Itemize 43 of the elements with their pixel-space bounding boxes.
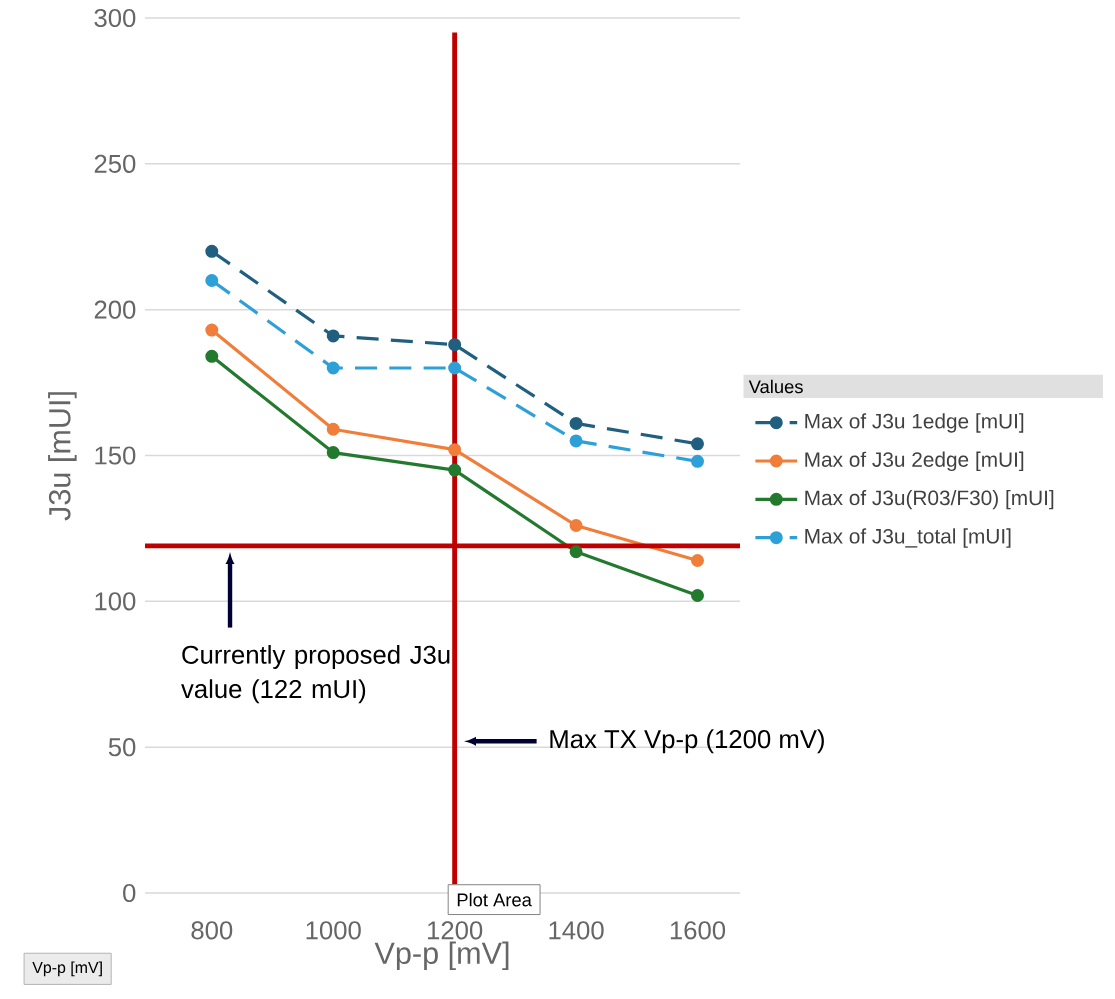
legend-label: Max of J3u 1edge [mUI]	[805, 413, 1024, 433]
point	[569, 434, 583, 448]
x-tick-label: 1600	[670, 921, 726, 940]
point	[205, 244, 219, 258]
x-tick-label: 1400	[549, 921, 604, 940]
annotation: Currently proposed J3u value (122 mUI)	[181, 644, 450, 704]
y-axis-title: J3u [mUI]	[48, 392, 77, 521]
point	[569, 518, 583, 532]
point	[205, 273, 219, 287]
point	[569, 545, 583, 559]
point	[448, 463, 462, 477]
text: Vp-p [mV]	[32, 961, 102, 977]
point	[326, 422, 340, 436]
legend-label: Max of J3u(R03/F30) [mUI]	[805, 489, 1054, 510]
point	[326, 329, 340, 343]
y-tick-label: 300	[94, 8, 136, 28]
annotation: Plot Area	[457, 892, 532, 907]
point	[205, 323, 219, 337]
point	[326, 361, 340, 375]
y-tick-label: 250	[94, 154, 136, 173]
point	[448, 361, 462, 375]
point	[691, 554, 704, 567]
point	[326, 446, 340, 460]
point	[691, 589, 704, 602]
point	[691, 437, 704, 451]
point	[448, 338, 462, 352]
legend-title: Values	[748, 379, 803, 394]
y-tick-label: 200	[94, 300, 136, 319]
x-tick-label: 1200	[428, 921, 483, 940]
y-tick-label: 50	[108, 738, 136, 757]
point	[691, 454, 704, 468]
y-tick-label: 150	[95, 446, 136, 465]
legend-label: Max of J3u_total [mUI]	[805, 528, 1011, 548]
x-axis-title: Vp-p [mV]	[374, 941, 509, 971]
legend-label: Max of J3u 2edge [mUI]	[805, 451, 1024, 472]
y-tick-label: 100	[95, 592, 136, 611]
point	[448, 443, 462, 457]
x-tick-label: 800	[191, 921, 233, 940]
point	[569, 416, 583, 430]
annotation: Max TX Vp-p (1200 mV)	[550, 729, 824, 754]
x-tick-label: 1000	[306, 921, 361, 940]
y-tick-label: 0	[123, 883, 136, 903]
point	[205, 349, 219, 363]
